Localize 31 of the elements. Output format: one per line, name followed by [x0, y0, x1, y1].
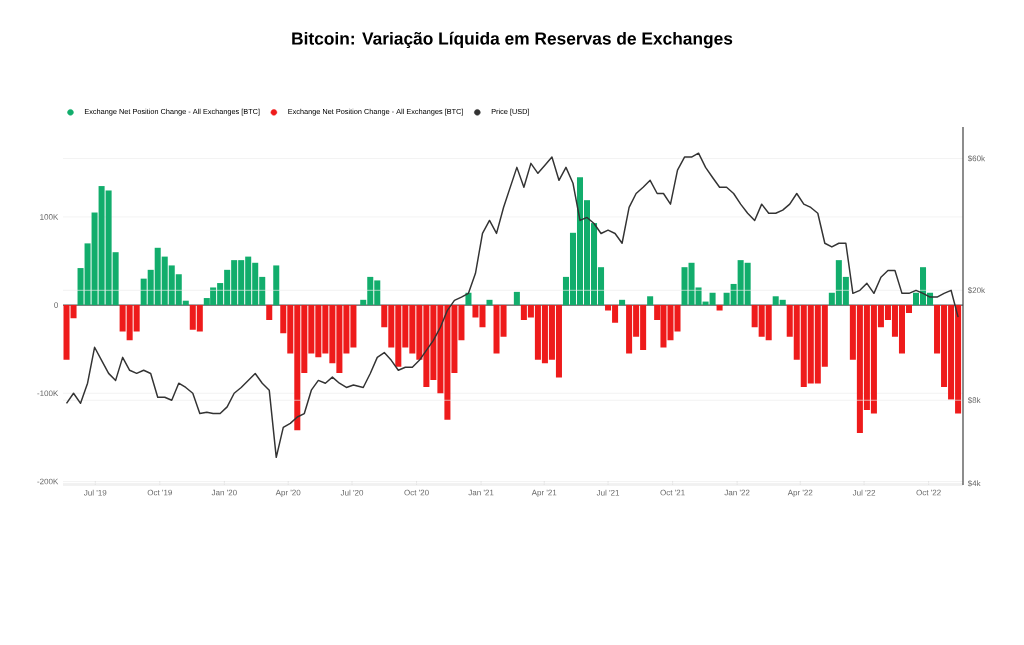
- x-tick-label: Jul '20: [340, 489, 364, 496]
- x-tick-label: Jul '19: [83, 489, 107, 496]
- y-tick-label: 100K: [40, 214, 59, 220]
- x-tick-label: Apr '22: [787, 489, 813, 497]
- x-tick-label: Oct '19: [147, 489, 172, 496]
- bar: [273, 265, 280, 306]
- y-tick-label: -100K: [37, 390, 59, 397]
- x-tick-label: Oct '22: [916, 489, 941, 496]
- x-tick-label: Jan '22: [724, 489, 750, 496]
- chart-title: Bitcoin: Variação Líquida em Reservas de Exchanges: [292, 31, 733, 49]
- bar: [266, 305, 273, 321]
- line-series: [65, 152, 959, 459]
- x-tick-label: Jan '21: [468, 489, 494, 496]
- y2-tick-label: $8k: [967, 397, 981, 404]
- bar: [619, 299, 626, 306]
- bar: [513, 291, 520, 306]
- x-tick-label: Oct '20: [404, 489, 429, 496]
- x-tick-label: Jul '22: [852, 489, 876, 496]
- bar: [716, 305, 723, 311]
- y2-tick-label: $20k: [967, 287, 986, 294]
- y-tick-label: -200K: [37, 478, 59, 485]
- x-tick-label: Oct '21: [660, 489, 685, 496]
- y2-tick-label: $4k: [967, 480, 981, 487]
- x-tick-label: Jul '21: [596, 489, 620, 496]
- x-tick-label: Apr '21: [531, 489, 557, 497]
- x-tick-label: Apr '20: [275, 489, 301, 497]
- y2-tick-label: $60k: [967, 155, 986, 162]
- bar: [486, 299, 493, 306]
- bar: [647, 296, 654, 306]
- y-tick-label: 0: [54, 302, 58, 308]
- x-tick-label: Jan '20: [211, 489, 237, 496]
